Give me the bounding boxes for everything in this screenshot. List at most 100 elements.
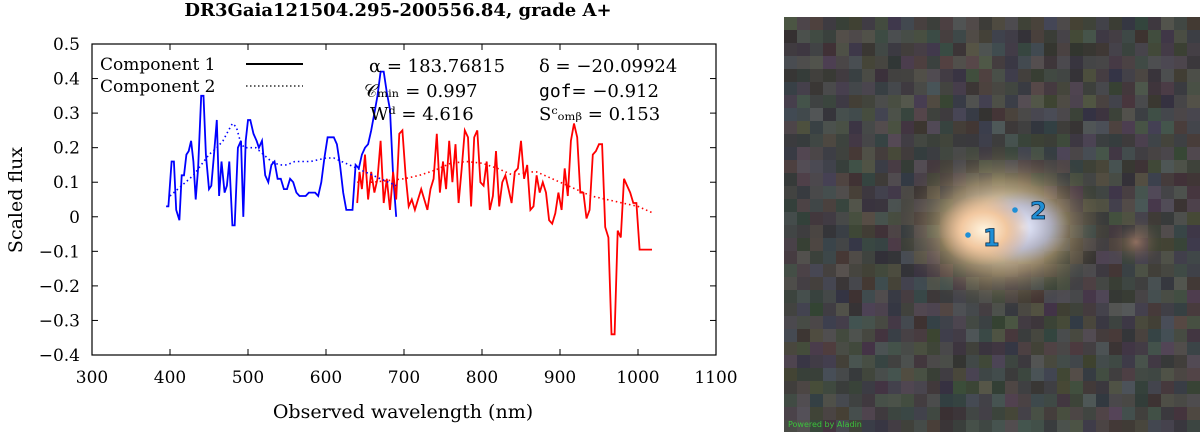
sky-pixel (1031, 95, 1044, 108)
sky-pixel (1187, 329, 1200, 342)
sky-pixel (1005, 121, 1018, 134)
sky-pixel (927, 329, 940, 342)
sky-pixel (992, 108, 1005, 121)
sky-pixel (875, 355, 888, 368)
sky-pixel (1096, 69, 1109, 82)
sky-pixel (862, 95, 875, 108)
sky-pixel (1174, 121, 1187, 134)
sky-pixel (1031, 329, 1044, 342)
sky-pixel (1161, 355, 1174, 368)
sky-pixel (849, 147, 862, 160)
sky-pixel (1187, 121, 1200, 134)
sky-pixel (1044, 394, 1057, 407)
sky-pixel (875, 160, 888, 173)
sky-pixel (1122, 303, 1135, 316)
sky-pixel (966, 381, 979, 394)
annotation-gof: gof= −0.912 (539, 81, 659, 102)
sky-pixel (1044, 368, 1057, 381)
sky-pixel (1070, 420, 1083, 432)
sky-pixel (1161, 199, 1174, 212)
sky-pixel (1161, 147, 1174, 160)
sky-pixel (1148, 277, 1161, 290)
sky-pixel (1083, 17, 1096, 30)
sky-pixel (1070, 368, 1083, 381)
sky-pixel (836, 303, 849, 316)
sky-pixel (979, 394, 992, 407)
sky-pixel (784, 394, 797, 407)
annotation-wd: Wᵈ = 4.616 (370, 104, 474, 125)
sky-pixel (901, 407, 914, 420)
sky-pixel (875, 290, 888, 303)
sky-pixel (836, 56, 849, 69)
sky-pixel (1083, 82, 1096, 95)
sky-pixel (1135, 173, 1148, 186)
sky-pixel (901, 277, 914, 290)
sky-pixel (1135, 303, 1148, 316)
sky-pixel (1096, 355, 1109, 368)
sky-pixel (849, 316, 862, 329)
sky-pixel (914, 121, 927, 134)
sky-pixel (888, 264, 901, 277)
sky-pixel (966, 95, 979, 108)
sky-cutout-image: 1 2 (784, 17, 1200, 432)
sky-pixel (1044, 329, 1057, 342)
sky-pixel (1135, 277, 1148, 290)
sky-pixel (901, 121, 914, 134)
sky-pixel (1070, 290, 1083, 303)
faint-source (1108, 216, 1164, 268)
sky-pixel (1122, 290, 1135, 303)
sky-pixel (823, 381, 836, 394)
sky-pixel (784, 30, 797, 43)
sky-pixel (849, 82, 862, 95)
sky-pixel (1174, 108, 1187, 121)
sky-pixel (1187, 316, 1200, 329)
sky-pixel (1122, 43, 1135, 56)
sky-pixel (862, 251, 875, 264)
sky-pixel (849, 69, 862, 82)
sky-pixel (1044, 134, 1057, 147)
sky-pixel (1148, 199, 1161, 212)
sky-pixel (1018, 329, 1031, 342)
sky-pixel (1174, 290, 1187, 303)
sky-pixel (1018, 108, 1031, 121)
sky-pixel (1096, 381, 1109, 394)
sky-pixel (1096, 56, 1109, 69)
sky-pixel (784, 381, 797, 394)
sky-pixel (1187, 17, 1200, 30)
sky-pixel (901, 303, 914, 316)
sky-pixel (940, 17, 953, 30)
sky-pixel (966, 342, 979, 355)
sky-pixel (1122, 147, 1135, 160)
sky-pixel (966, 82, 979, 95)
sky-pixel (875, 56, 888, 69)
sky-pixel (1148, 355, 1161, 368)
sky-pixel (1057, 420, 1070, 432)
y-tick-label: 0.4 (53, 70, 80, 90)
sky-pixel (979, 95, 992, 108)
sky-pixel (810, 316, 823, 329)
y-tick-label: 0.1 (53, 173, 80, 193)
sky-pixel (1148, 121, 1161, 134)
sky-pixel (1122, 329, 1135, 342)
sky-pixel (784, 303, 797, 316)
sky-pixel (966, 108, 979, 121)
sky-pixel (1174, 264, 1187, 277)
sky-pixel (992, 420, 1005, 432)
sky-pixel (1083, 420, 1096, 432)
sky-pixel (1044, 381, 1057, 394)
sky-pixel (810, 394, 823, 407)
sky-pixel (1148, 186, 1161, 199)
sky-pixel (784, 407, 797, 420)
sky-pixel (849, 420, 862, 432)
sky-pixel (862, 212, 875, 225)
sky-pixel (992, 69, 1005, 82)
sky-pixel (1187, 381, 1200, 394)
sky-pixel (1161, 420, 1174, 432)
sky-pixel (836, 199, 849, 212)
sky-pixel (797, 277, 810, 290)
sky-pixel (1174, 30, 1187, 43)
sky-pixel (849, 238, 862, 251)
sky-pixel (1005, 420, 1018, 432)
sky-pixel (1031, 316, 1044, 329)
sky-pixel (1057, 342, 1070, 355)
